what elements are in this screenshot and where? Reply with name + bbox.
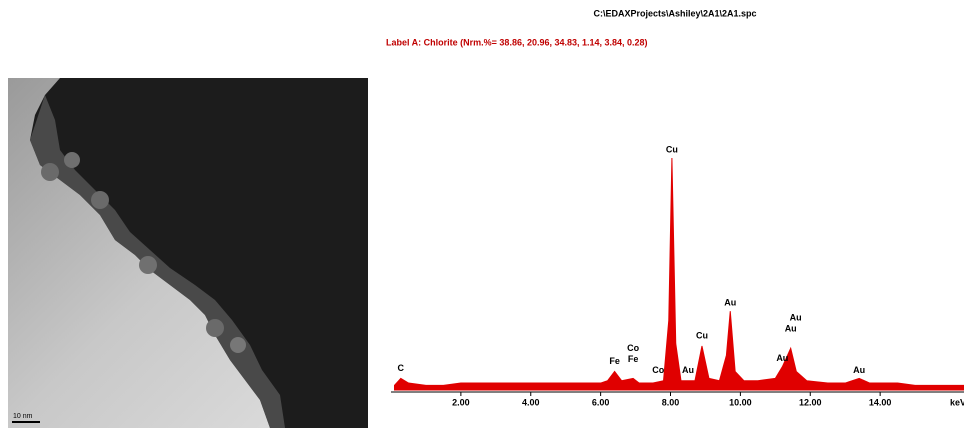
file-path: C:\EDAXProjects\Ashiley\2A1\2A1.spc xyxy=(593,8,756,18)
x-tick-label: 4.00 xyxy=(522,397,540,407)
peak-label: Au xyxy=(776,353,788,363)
x-tick-label: 2.00 xyxy=(452,397,470,407)
peak-label: Co xyxy=(627,343,639,353)
spectrum xyxy=(393,157,964,391)
x-axis-label: keV xyxy=(950,397,964,407)
peak-label: Au xyxy=(785,324,797,334)
peak-label: Fe xyxy=(628,354,639,364)
label-line: Label A: Chlorite (Nrm.%= 38.86, 20.96, … xyxy=(386,37,648,47)
peak-label: Au xyxy=(724,297,736,307)
peak-label: Fe xyxy=(609,356,620,366)
peak-label: Au xyxy=(682,365,694,375)
scale-bar-label: 10 nm xyxy=(13,413,33,420)
peak-label: Au xyxy=(790,313,802,323)
x-tick-label: 12.00 xyxy=(799,397,822,407)
x-tick-label: 6.00 xyxy=(592,397,610,407)
tem-image: 10 nm xyxy=(8,78,368,428)
peak-label: Au xyxy=(853,365,865,375)
peak-label: Cu xyxy=(666,144,678,154)
peak-label: Co xyxy=(652,365,664,375)
peak-label: Cu xyxy=(696,330,708,340)
x-tick-label: 14.00 xyxy=(869,397,892,407)
peak-label: C xyxy=(398,363,405,373)
x-tick-label: 8.00 xyxy=(662,397,680,407)
x-tick-label: 10.00 xyxy=(729,397,752,407)
